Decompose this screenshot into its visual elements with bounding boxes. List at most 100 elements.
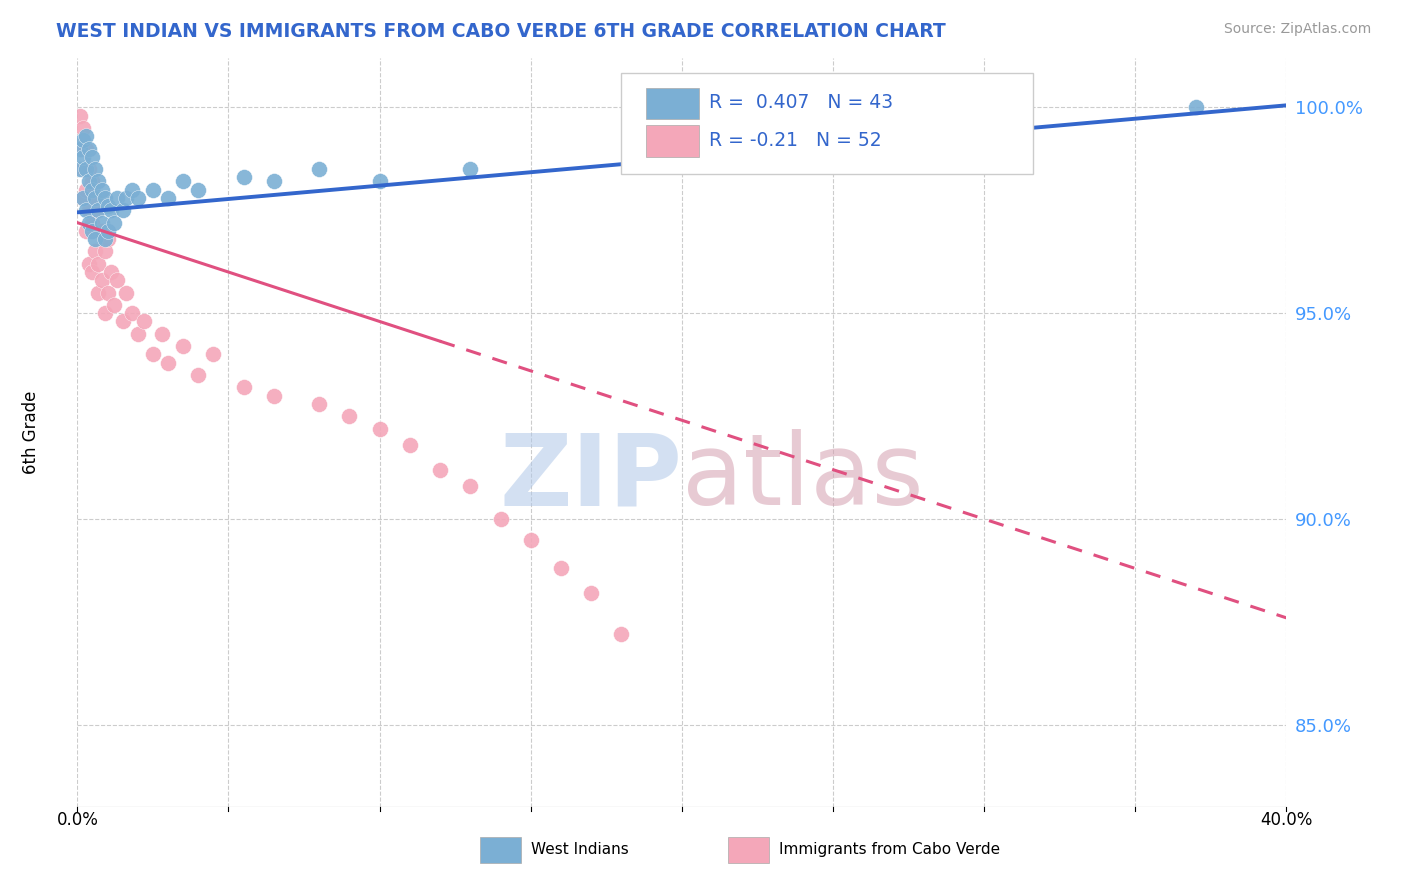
Point xyxy=(157,191,180,205)
Point xyxy=(72,133,94,147)
Point xyxy=(79,257,101,271)
Point xyxy=(308,162,330,177)
Point xyxy=(96,232,118,246)
Point xyxy=(103,216,125,230)
Point xyxy=(75,162,97,177)
Point xyxy=(82,174,104,188)
Point xyxy=(550,561,572,575)
Text: ZIP: ZIP xyxy=(499,429,682,526)
Point xyxy=(150,326,173,341)
Text: 40.0%: 40.0% xyxy=(1260,812,1313,830)
Point xyxy=(172,174,194,188)
Text: 0.0%: 0.0% xyxy=(56,812,98,830)
Point xyxy=(202,347,225,361)
Point xyxy=(172,339,194,353)
FancyBboxPatch shape xyxy=(479,838,522,863)
Point xyxy=(458,479,481,493)
Point xyxy=(100,203,122,218)
Point xyxy=(75,129,97,144)
Point xyxy=(127,326,149,341)
Point xyxy=(75,142,97,156)
Text: R = -0.21   N = 52: R = -0.21 N = 52 xyxy=(709,131,882,150)
Point xyxy=(337,409,360,424)
Point xyxy=(368,174,391,188)
Point xyxy=(79,162,101,177)
Point xyxy=(308,397,330,411)
Point xyxy=(87,285,110,300)
Point xyxy=(84,191,107,205)
Point xyxy=(232,170,254,185)
Point xyxy=(263,174,285,188)
Point xyxy=(1004,150,1026,164)
Point xyxy=(187,368,209,382)
Point xyxy=(82,265,104,279)
Point xyxy=(93,232,115,246)
Point xyxy=(87,203,110,218)
Point xyxy=(399,438,422,452)
Point xyxy=(610,627,633,641)
Point xyxy=(232,380,254,394)
Point xyxy=(103,298,125,312)
Point xyxy=(75,183,97,197)
Point xyxy=(72,120,94,135)
Point xyxy=(87,257,110,271)
Point xyxy=(79,216,101,230)
Point xyxy=(96,199,118,213)
Point xyxy=(90,273,112,287)
Text: Source: ZipAtlas.com: Source: ZipAtlas.com xyxy=(1223,22,1371,37)
Text: WEST INDIAN VS IMMIGRANTS FROM CABO VERDE 6TH GRADE CORRELATION CHART: WEST INDIAN VS IMMIGRANTS FROM CABO VERD… xyxy=(56,22,946,41)
Point xyxy=(75,224,97,238)
Point xyxy=(142,347,165,361)
Point xyxy=(87,174,110,188)
Point xyxy=(105,191,128,205)
Point xyxy=(90,216,112,230)
Point xyxy=(105,273,128,287)
Point xyxy=(84,232,107,246)
Point xyxy=(82,216,104,230)
Point xyxy=(111,314,134,328)
Point xyxy=(90,183,112,197)
Point xyxy=(69,142,91,156)
Text: R =  0.407   N = 43: R = 0.407 N = 43 xyxy=(709,94,893,112)
Point xyxy=(82,150,104,164)
Point xyxy=(121,183,143,197)
Point xyxy=(489,512,512,526)
Point xyxy=(93,244,115,259)
FancyBboxPatch shape xyxy=(645,88,699,120)
Point xyxy=(82,183,104,197)
Text: West Indians: West Indians xyxy=(531,842,628,857)
Point xyxy=(72,150,94,164)
Text: atlas: atlas xyxy=(682,429,924,526)
Point xyxy=(520,533,543,547)
Point xyxy=(458,162,481,177)
Point xyxy=(84,191,107,205)
Point xyxy=(132,314,155,328)
Point xyxy=(114,191,136,205)
FancyBboxPatch shape xyxy=(645,126,699,157)
Point xyxy=(84,244,107,259)
Point xyxy=(187,183,209,197)
Text: 6th Grade: 6th Grade xyxy=(22,391,41,475)
Point xyxy=(79,142,101,156)
Point xyxy=(111,203,134,218)
Point xyxy=(100,265,122,279)
Point xyxy=(82,224,104,238)
Point xyxy=(96,224,118,238)
Point xyxy=(142,183,165,197)
Point xyxy=(72,191,94,205)
Point xyxy=(87,203,110,218)
Point xyxy=(79,203,101,218)
Point xyxy=(90,224,112,238)
Point xyxy=(581,586,603,600)
Point xyxy=(69,162,91,177)
Point xyxy=(1184,100,1206,114)
Point xyxy=(69,109,91,123)
Point xyxy=(96,285,118,300)
Point xyxy=(72,162,94,177)
Point xyxy=(93,306,115,320)
Point xyxy=(93,191,115,205)
Point xyxy=(121,306,143,320)
Point xyxy=(368,421,391,435)
Point xyxy=(263,388,285,402)
Point xyxy=(127,191,149,205)
